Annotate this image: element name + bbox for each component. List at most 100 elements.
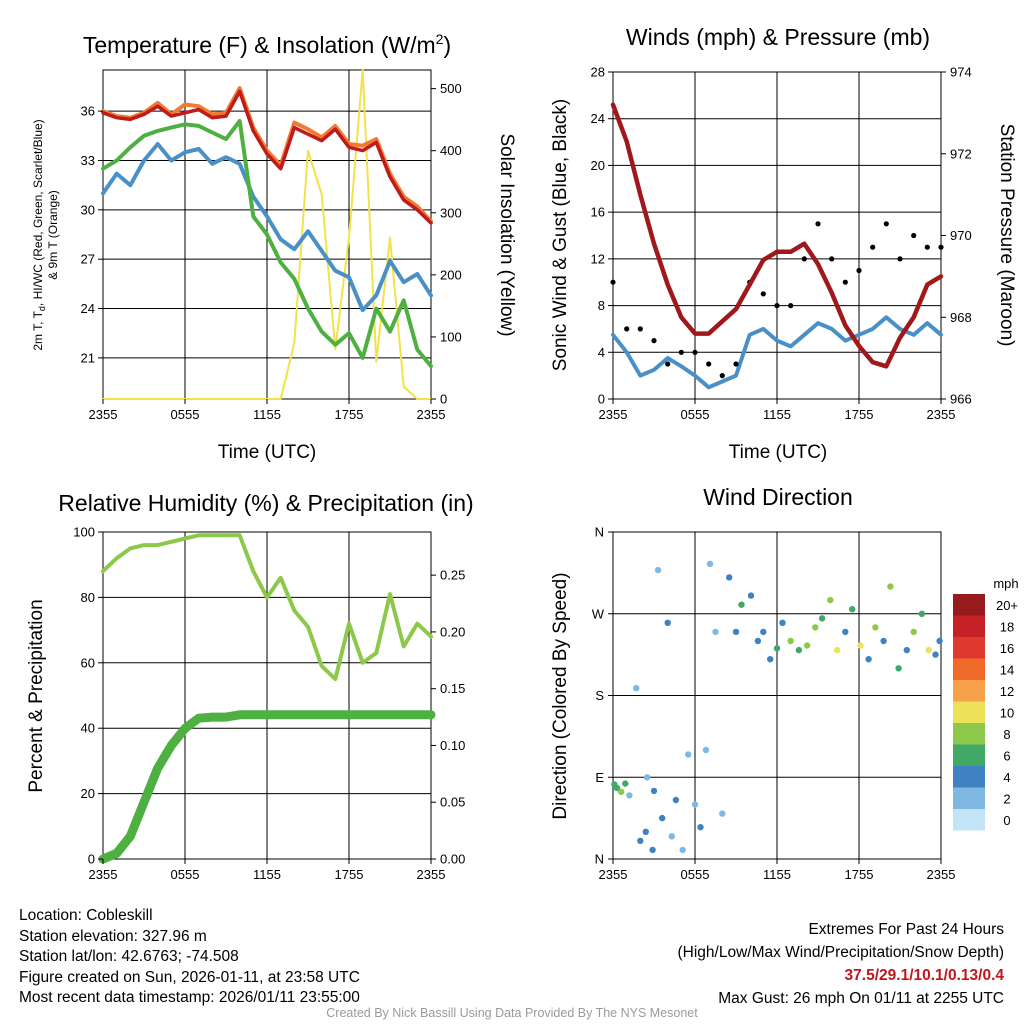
direction-point [932,651,939,658]
direction-point [637,837,644,844]
direction-panel: Wind Direction 2355 0555 1155 1755 2355NWSEN… [550,484,1019,882]
x-tick-label: 1755 [845,867,874,882]
direction-point [849,606,856,613]
legend-swatch [953,766,985,788]
direction-point [760,628,767,636]
x-tick-label: 0555 [171,867,200,882]
gust-point [774,303,780,309]
direction-point [872,624,879,631]
x-tick-label: 1755 [845,407,874,422]
legend-label: 16 [1000,641,1014,656]
direction-point [880,637,887,645]
credit-line: Created By Nick Bassill Using Data Provi… [326,1006,698,1020]
direction-point [702,746,710,754]
x-tick-label: 2355 [417,407,446,422]
station-latlon: Station lat/lon: 42.6763; -74.508 [19,948,239,965]
direction-point [865,656,872,663]
left-tick-label: 27 [81,252,95,267]
x-tick-label: 1155 [253,407,281,422]
gust-point [883,221,889,227]
legend-label: 12 [1000,684,1014,699]
speed-legend-title: mph [993,576,1018,591]
direction-point [773,645,781,652]
gust-point [870,244,876,250]
extremes-values: 37.5/29.1/10.1/0.13/0.4 [844,967,1004,984]
direction-point [795,646,803,654]
direction-point [857,642,864,649]
gust-point [938,244,944,250]
gust-point [651,338,657,344]
legend-label: 10 [1000,705,1014,720]
station-elevation: Station elevation: 327.96 m [19,927,207,945]
winds-title: Winds (mph) & Pressure (mb) [626,24,930,50]
right-tick-label: 968 [950,310,972,325]
temperature-ylabel-line2: & 9m T (Orange) [46,190,60,280]
x-tick-label: 2355 [89,407,118,422]
direction-title: Wind Direction [703,484,853,510]
winds-y2label: Station Pressure (Maroon) [996,124,1017,347]
right-tick-label: 0.05 [440,795,465,810]
extremes-title: Extremes For Past 24 Hours [808,921,1004,938]
x-tick-label: 1755 [335,867,364,882]
winds-ticks: 2355 0555 1155 1755 235504812162024289669689… [591,65,972,423]
direction-point [685,751,692,758]
direction-tick-label: N [595,525,604,540]
legend-swatch [953,701,985,723]
direction-point [642,828,649,835]
left-tick-label: 80 [81,590,95,605]
humidity-title: Relative Humidity (%) & Precipitation (i… [58,490,473,516]
temp-2m-line [101,89,433,225]
left-tick-label: 12 [591,251,605,266]
humidity-panel: Relative Humidity (%) & Precipitation (i… [26,490,474,882]
direction-tick-label: N [595,852,604,867]
winds-panel: Winds (mph) & Pressure (mb) 2355 0555 1155… [550,24,1017,463]
temperature-xlabel: Time (UTC) [218,442,317,463]
legend-swatch [953,809,985,831]
direction-point [613,784,621,792]
legend-swatch [953,637,985,659]
left-tick-label: 40 [81,721,95,736]
direction-point [903,646,910,654]
temperature-ylabel: 2m T, Td, HI/WC (Red, Green, Scarlet/Blu… [31,119,47,350]
gust-point [829,256,835,262]
x-tick-label: 2355 [599,407,628,422]
speed-legend: 20+ 18 16 14 12 10 8 6 4 2 0 [953,594,1018,831]
direction-grid [613,532,941,859]
x-tick-label: 1155 [253,867,281,882]
pressure-line [610,102,944,369]
legend-swatch [953,723,985,745]
temperature-title: Temperature (F) & Insolation (W/m2) [83,31,451,58]
direction-point [626,792,633,799]
legend-label: 2 [1003,791,1010,806]
x-tick-label: 1155 [763,407,791,422]
extremes-info: Extremes For Past 24 Hours (High/Low/Max… [678,918,1005,1010]
left-tick-label: 28 [591,65,605,80]
direction-point [668,833,675,840]
precipitation-line [98,710,436,864]
wind-chill-line [101,142,433,313]
x-tick-label: 0555 [171,407,200,422]
direction-point [818,615,826,622]
direction-point [706,560,714,567]
legend-label: 0 [1003,813,1010,828]
legend-label: 8 [1003,727,1010,742]
right-tick-label: 0.10 [440,738,465,753]
direction-point [925,646,932,654]
direction-point [732,628,740,636]
gust-point [610,279,616,285]
direction-series [611,560,943,854]
legend-swatch [953,594,985,616]
gust-point [801,256,807,262]
winds-series [610,102,944,390]
x-tick-label: 1755 [335,407,364,422]
gust-point [733,361,739,367]
winds-ylabel: Sonic Wind & Gust (Blue, Black) [550,99,571,371]
direction-point [719,810,726,817]
direction-point [712,628,719,636]
right-tick-label: 0.20 [440,624,465,639]
gust-point [842,279,848,285]
x-tick-label: 0555 [681,407,710,422]
direction-point [803,642,811,649]
